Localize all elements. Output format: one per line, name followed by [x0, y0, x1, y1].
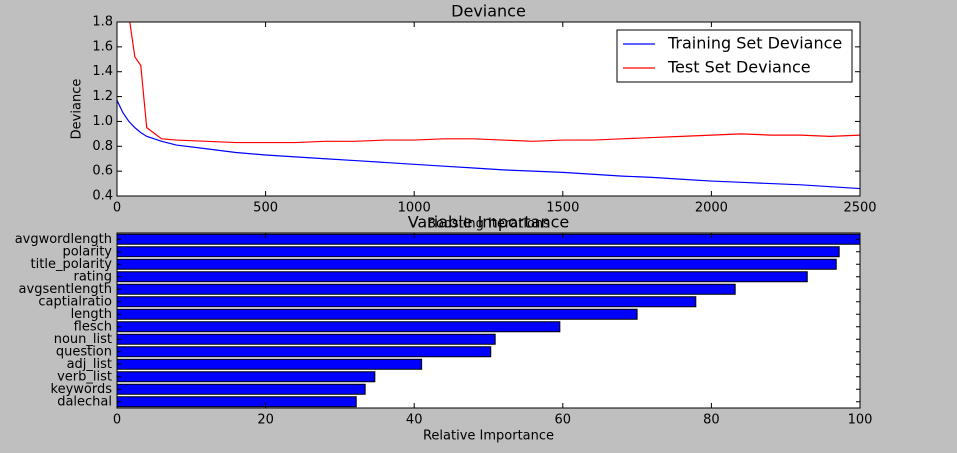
x-tick-label: 500 — [253, 201, 278, 216]
bar — [116, 283, 736, 295]
chart-title: Deviance — [451, 2, 526, 21]
x-tick-label: 1500 — [546, 201, 579, 216]
y-tick-label: 0.6 — [92, 164, 113, 179]
x-tick-label: 100 — [848, 413, 873, 428]
y-tick-label: polarity — [62, 244, 112, 259]
x-tick-label: 0 — [113, 201, 121, 216]
legend-box — [616, 29, 853, 83]
bar — [116, 358, 423, 370]
y-tick-label: keywords — [51, 382, 113, 397]
bar — [116, 333, 496, 345]
bar — [116, 296, 697, 308]
y-tick-label: verb_list — [57, 369, 112, 384]
x-axis-label: Boosting Iterations — [427, 217, 550, 232]
axes-frame — [116, 232, 861, 409]
x-tick-label: 20 — [257, 413, 274, 428]
y-tick-label: rating — [73, 269, 112, 284]
axes-frame — [116, 21, 861, 197]
y-tick-label: 0.4 — [92, 189, 113, 204]
x-tick-label: 60 — [555, 413, 572, 428]
y-tick-label: dalechal — [57, 394, 112, 409]
x-tick-label: 0 — [113, 413, 121, 428]
x-axis-label: Relative Importance — [423, 429, 554, 444]
y-tick-label: 0.8 — [92, 139, 113, 154]
x-tick-label: 2000 — [695, 201, 728, 216]
x-tick-label: 2500 — [843, 201, 876, 216]
bar — [116, 396, 357, 408]
series-line — [129, 22, 860, 144]
bar — [116, 233, 861, 245]
y-tick-label: captialratio — [38, 294, 112, 309]
y-tick-label: length — [71, 307, 112, 322]
y-tick-label: adj_list — [67, 357, 112, 372]
bar — [116, 246, 840, 258]
y-axis-label: Deviance — [70, 79, 85, 140]
x-tick-label: 40 — [406, 413, 423, 428]
bar — [116, 321, 561, 333]
y-tick-label: avgsentlength — [19, 282, 112, 297]
series-line — [117, 100, 860, 190]
y-tick-label: noun_list — [54, 332, 112, 347]
y-tick-label: title_polarity — [31, 257, 113, 272]
bar — [116, 258, 837, 270]
x-tick-label: 1000 — [398, 201, 431, 216]
chart-title: Variable Importance — [408, 213, 570, 232]
y-tick-label: 1.4 — [92, 64, 113, 79]
legend-label: Training Set Deviance — [667, 34, 842, 53]
bar — [116, 308, 638, 320]
y-tick-label: 1.0 — [92, 114, 113, 129]
y-tick-label: 1.6 — [92, 39, 113, 54]
y-tick-label: flesch — [74, 319, 112, 334]
bar — [116, 383, 366, 395]
y-tick-label: 1.8 — [92, 15, 113, 30]
bar — [116, 371, 376, 383]
y-tick-label: question — [56, 344, 112, 359]
bar — [116, 346, 492, 358]
x-tick-label: 80 — [703, 413, 720, 428]
y-tick-label: 1.2 — [92, 89, 113, 104]
bar — [116, 271, 808, 283]
legend-label: Test Set Deviance — [667, 58, 811, 77]
y-tick-label: avgwordlength — [15, 232, 112, 247]
